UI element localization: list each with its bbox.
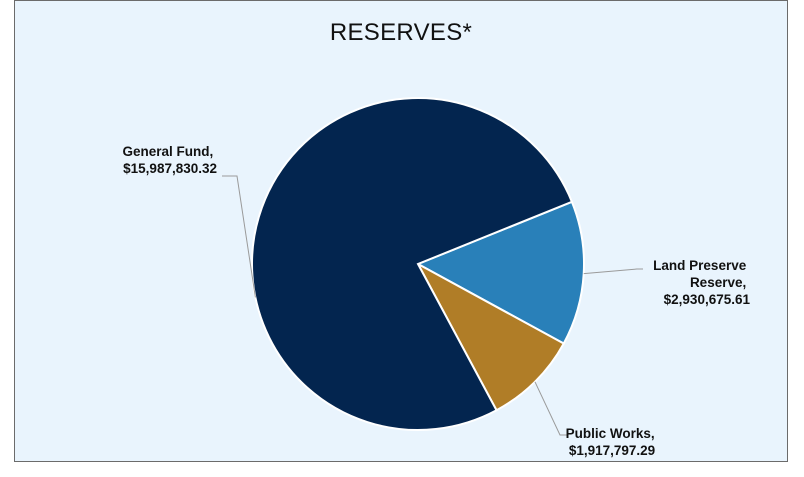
chart-frame: RESERVES* General Fund, $15,987,830.32 L…: [14, 0, 788, 462]
leader-lines: [222, 175, 643, 436]
chart-title: RESERVES*: [329, 19, 473, 46]
leader-public-works: [534, 381, 568, 436]
pie-chart: General Fund, $15,987,830.32 Land Preser…: [122, 97, 750, 458]
pie-slices: [251, 97, 585, 431]
leader-general-fund: [222, 175, 256, 298]
slice-general-fund: [251, 97, 574, 431]
slice-public-works: [415, 261, 566, 412]
label-land-preserve-reserve: Land Preserve Reserve, $2,930,675.61: [653, 258, 750, 307]
label-public-works: Public Works, $1,917,797.29: [566, 426, 659, 458]
leader-land-preserve-reserve: [583, 268, 643, 275]
label-general-fund: General Fund, $15,987,830.32: [122, 144, 217, 176]
